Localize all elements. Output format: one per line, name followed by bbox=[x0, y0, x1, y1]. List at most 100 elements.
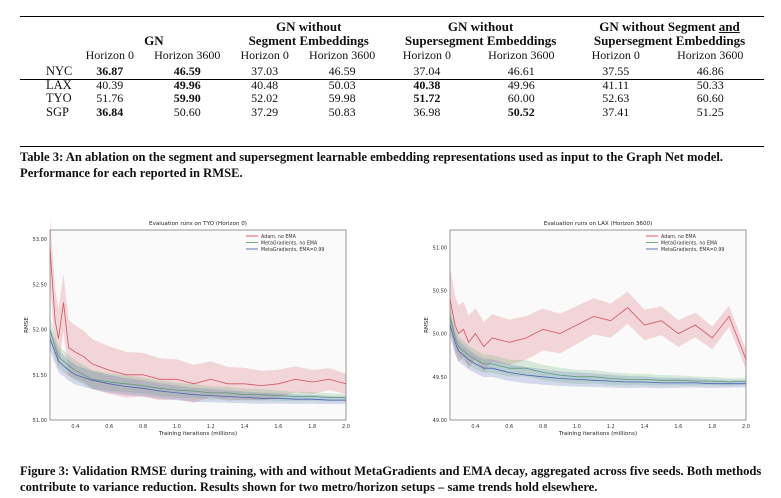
table-cell: 51.72 bbox=[413, 91, 441, 106]
table-cell: 50.03 bbox=[328, 77, 356, 92]
table-bottom-rule bbox=[20, 146, 764, 147]
table-cell: 50.33 bbox=[696, 77, 724, 92]
group-header-text: GN without Segment bbox=[599, 19, 719, 34]
x-tick-label: 0.4 bbox=[471, 424, 479, 430]
table-cell: 46.59 bbox=[173, 64, 201, 78]
series-band bbox=[450, 313, 746, 389]
x-tick-label: 0.6 bbox=[505, 424, 513, 430]
table-cell: 37.04 bbox=[413, 64, 441, 78]
x-axis-label: Training iterations (millions) bbox=[558, 431, 637, 437]
ablation-table: GN GN without Segment Embeddings GN with… bbox=[20, 20, 764, 119]
y-axis-label: RMSE bbox=[424, 317, 430, 333]
subheader: Horizon 3600 bbox=[154, 48, 221, 62]
table-row: LAX 40.39 49.96 40.48 50.03 40.38 49.96 41.11 50… bbox=[20, 77, 764, 93]
x-tick-label: 1.4 bbox=[641, 424, 649, 430]
table-cell: 37.41 bbox=[602, 104, 630, 119]
series-line bbox=[449, 299, 747, 360]
series-line bbox=[49, 329, 346, 398]
legend-label: Adam, no EMA bbox=[261, 234, 297, 240]
table-mid-rule bbox=[20, 79, 764, 80]
table-cell: 46.59 bbox=[328, 64, 356, 78]
table-cell: 49.96 bbox=[173, 77, 201, 92]
x-tick-label: 0.4 bbox=[71, 424, 79, 430]
table-cell: 36.87 bbox=[96, 64, 124, 78]
table-cell: 40.38 bbox=[413, 77, 441, 92]
x-tick-label: 1.0 bbox=[173, 424, 181, 430]
subheader: Horizon 0 bbox=[85, 48, 134, 62]
table-cell: 50.52 bbox=[507, 104, 535, 119]
x-tick-label: 1.2 bbox=[207, 424, 215, 430]
row-label: NYC bbox=[46, 64, 73, 78]
chart-title: Evaluation runs on TYO (Horizon 0) bbox=[149, 221, 247, 227]
table-caption: Table 3: An ablation on the segment and … bbox=[20, 150, 723, 180]
table-cell: 36.98 bbox=[413, 104, 441, 119]
chart-lax-horizon3600: Evaluation runs on LAX (Horizon 3600) Tra… bbox=[424, 221, 750, 437]
row-label: TYO bbox=[46, 91, 72, 106]
x-tick-label: 2.0 bbox=[342, 424, 350, 430]
legend-label: MetaGradients, EMA=0.99 bbox=[661, 247, 725, 253]
group-header-gn-no-supersegment: GN without Supersegment Embeddings bbox=[404, 19, 557, 48]
table-cell: 59.98 bbox=[328, 91, 356, 106]
x-tick-label: 1.6 bbox=[274, 424, 282, 430]
x-tick-label: 1.2 bbox=[607, 424, 615, 430]
subheader: Horizon 3600 bbox=[308, 48, 376, 62]
table-cell: 46.61 bbox=[507, 64, 535, 78]
table-cell: 37.29 bbox=[251, 104, 279, 119]
row-label: SGP bbox=[46, 104, 69, 119]
y-tick-label: 50.50 bbox=[433, 288, 447, 294]
table-row: SGP 36.84 50.60 37.29 50.83 36.98 50.52 37.41 51… bbox=[20, 104, 764, 120]
y-tick-label: 52.50 bbox=[33, 282, 47, 288]
legend-label: MetaGradients, no EMA bbox=[661, 240, 718, 246]
table-top-rule bbox=[20, 16, 764, 17]
x-tick-label: 1.4 bbox=[241, 424, 249, 430]
table-cell: 46.86 bbox=[696, 64, 724, 78]
y-tick-label: 51.50 bbox=[33, 373, 47, 379]
group-header-underlined-and: and bbox=[718, 19, 740, 34]
table-cell: 37.03 bbox=[251, 64, 279, 78]
table-cell: 52.63 bbox=[602, 91, 630, 106]
series-line bbox=[49, 248, 347, 387]
series-band bbox=[450, 268, 746, 372]
legend-label: MetaGradients, no EMA bbox=[261, 240, 318, 246]
table-cell: 52.02 bbox=[251, 91, 279, 106]
table-row: NYC 36.87 46.59 37.03 46.59 37.04 46.61 37.55 46… bbox=[20, 64, 764, 79]
x-tick-label: 1.6 bbox=[674, 424, 682, 430]
subheader: Horizon 0 bbox=[402, 48, 452, 62]
series-band bbox=[50, 326, 346, 405]
figure-caption: Figure 3: Validation RMSE during trainin… bbox=[20, 464, 762, 494]
chart-title: Evaluation runs on LAX (Horizon 3600) bbox=[544, 221, 653, 227]
table-cell: 49.96 bbox=[507, 77, 535, 92]
x-tick-label: 0.8 bbox=[539, 424, 547, 430]
y-tick-label: 49.50 bbox=[433, 375, 447, 381]
x-tick-label: 0.6 bbox=[105, 424, 113, 430]
series-line bbox=[49, 338, 346, 401]
table-cell: 36.84 bbox=[96, 104, 124, 119]
x-tick-label: 0.8 bbox=[139, 424, 147, 430]
group-header-gn-no-both: GN without Segment and Supersegment Embe… bbox=[575, 20, 764, 48]
y-tick-label: 53.00 bbox=[33, 237, 47, 243]
subheader: Horizon 3600 bbox=[677, 48, 744, 62]
table-cell: 60.60 bbox=[696, 91, 724, 106]
y-tick-label: 51.00 bbox=[33, 418, 47, 424]
table-cell: 51.25 bbox=[696, 104, 724, 119]
x-tick-label: 2.0 bbox=[742, 424, 750, 430]
x-tick-label: 1.8 bbox=[308, 424, 316, 430]
y-axis-label: RMSE bbox=[24, 317, 30, 333]
series-band bbox=[50, 216, 346, 403]
subheader: Horizon 3600 bbox=[488, 48, 555, 62]
row-label: LAX bbox=[46, 77, 72, 92]
legend-label: MetaGradients, EMA=0.99 bbox=[261, 247, 325, 253]
y-tick-label: 50.00 bbox=[433, 332, 447, 338]
table-cell: 40.39 bbox=[96, 77, 124, 92]
table-cell: 50.83 bbox=[328, 104, 356, 119]
legend-label: Adam, no EMA bbox=[661, 234, 697, 240]
chart-tyo-horizon0: Evaluation runs on TYO (Horizon 0) Traini… bbox=[24, 216, 350, 437]
table-subheader-row: Horizon 0 Horizon 3600 Horizon 0 Horizon… bbox=[20, 48, 764, 65]
table-group-header-row: GN GN without Segment Embeddings GN with… bbox=[20, 20, 764, 48]
group-header-gn: GN bbox=[144, 33, 164, 48]
y-tick-label: 51.00 bbox=[433, 245, 447, 251]
table-cell: 37.55 bbox=[602, 64, 630, 78]
subheader: Horizon 0 bbox=[591, 48, 640, 62]
table-cell: 60.00 bbox=[507, 91, 535, 106]
table-cell: 40.48 bbox=[251, 77, 279, 92]
